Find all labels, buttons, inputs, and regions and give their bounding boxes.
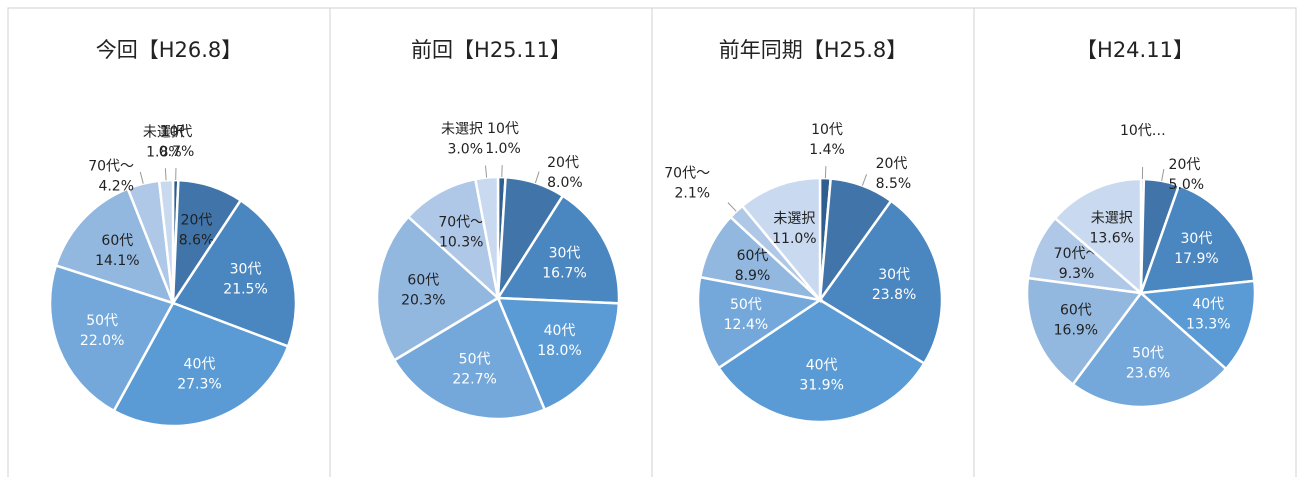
data-label: 20代 [181, 212, 213, 228]
data-label: 10代 [487, 121, 519, 137]
data-label: 13.3% [1186, 317, 1230, 333]
data-label: 10代 [161, 124, 193, 140]
data-label: 40代 [806, 358, 838, 374]
data-label: 50代 [730, 297, 762, 313]
chart-title: 前年同期【H25.8】 [719, 38, 908, 62]
pie-slice [48, 263, 175, 413]
data-label: 8.9% [735, 268, 771, 284]
data-label: 30代 [230, 261, 262, 277]
pie-slice [406, 177, 500, 302]
data-label: 13.6% [1089, 231, 1133, 247]
leader-line [139, 171, 144, 184]
data-label: 16.9% [1054, 322, 1098, 338]
data-label: 10.3% [439, 235, 483, 251]
data-label: 50代 [86, 313, 118, 329]
data-label: 60代 [1060, 302, 1092, 318]
data-label: 14.1% [95, 253, 139, 269]
data-label: 40代 [1192, 297, 1224, 313]
data-label: 70代～ [438, 215, 484, 231]
data-label: 31.9% [799, 378, 843, 394]
leader-line [861, 174, 868, 186]
data-label: 16.7% [542, 265, 586, 281]
data-label: 3.0% [447, 142, 483, 158]
data-label: 2.1% [675, 186, 711, 202]
data-label: 70代～ [664, 166, 710, 182]
leader-line [727, 202, 737, 212]
leader-line [164, 168, 167, 181]
pie-slice [157, 178, 175, 304]
pie-slice [1071, 291, 1228, 409]
data-label: 60代 [737, 248, 769, 264]
pie-slice [171, 198, 298, 349]
pie-slice [392, 296, 547, 421]
data-label: 1.4% [809, 142, 845, 158]
data-label: 23.6% [1126, 365, 1170, 381]
pie-slice [1053, 177, 1143, 296]
data-label: 23.8% [872, 287, 916, 303]
data-label: 8.6% [179, 232, 215, 248]
data-label: 12.4% [724, 317, 768, 333]
data-label: 21.5% [223, 281, 267, 297]
data-label: 未選択 [441, 122, 483, 138]
data-label: 40代 [544, 323, 576, 339]
data-label: 11.0% [772, 231, 816, 247]
data-label: 20代 [876, 156, 908, 172]
data-label: 27.3% [177, 377, 221, 393]
pie-slice [818, 199, 944, 366]
data-label: 22.0% [80, 333, 124, 349]
pie-slice [740, 176, 822, 304]
pie-slice [495, 194, 621, 305]
data-label: 70代～ [1054, 246, 1100, 262]
data-label: 50代 [1132, 345, 1164, 361]
data-label: 30代 [878, 267, 910, 283]
data-label: 40代 [184, 357, 216, 373]
data-label: 20.3% [401, 293, 445, 309]
data-label: 9.3% [1059, 266, 1095, 282]
data-label: 8.0% [547, 175, 583, 191]
pie-slice [1025, 276, 1144, 387]
leader-line [484, 165, 488, 178]
data-label: 未選択 [143, 124, 185, 140]
pie-slice [1138, 279, 1257, 371]
pie-slice [375, 215, 501, 362]
data-label: 30代 [1181, 231, 1213, 247]
data-label: 17.9% [1174, 251, 1218, 267]
data-label: 4.2% [98, 178, 134, 194]
leader-line [1161, 168, 1165, 181]
pie-slice [1139, 183, 1256, 295]
chart-title: 今回【H26.8】 [96, 38, 243, 62]
pie-slice [716, 298, 926, 424]
chart-title: 【H24.11】 [1076, 38, 1194, 62]
data-label: 30代 [549, 245, 581, 261]
data-label: 未選択 [773, 211, 815, 227]
data-label: 70代～ [88, 158, 134, 174]
data-label: 20代 [1169, 157, 1201, 173]
data-label: 22.7% [452, 371, 496, 387]
leader-line [534, 171, 540, 184]
data-label: 5.0% [1169, 177, 1205, 193]
data-label: 60代 [101, 233, 133, 249]
data-label: 50代 [459, 351, 491, 367]
data-label: 60代 [407, 273, 439, 289]
data-label: 0.7% [159, 144, 195, 160]
data-label: 8.5% [876, 176, 912, 192]
data-label: 1.8% [146, 144, 182, 160]
pie-slice [54, 186, 176, 305]
pie-slice [496, 296, 621, 412]
data-label: 18.0% [537, 343, 581, 359]
data-label: 1.0% [485, 141, 521, 157]
chart-title: 前回【H25.11】 [411, 38, 571, 62]
data-label: 20代 [547, 155, 579, 171]
data-label: 未選択 [1091, 211, 1133, 227]
pie-slice [696, 275, 824, 370]
leader-line [824, 166, 827, 179]
data-label: 10代 [811, 122, 843, 138]
data-label: 10代… [1120, 123, 1166, 139]
